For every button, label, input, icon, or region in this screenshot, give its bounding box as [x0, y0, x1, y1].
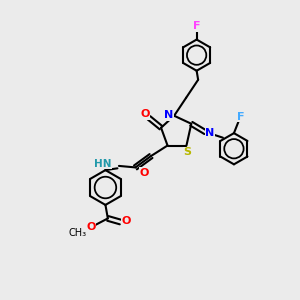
Text: F: F	[237, 112, 244, 122]
Text: F: F	[193, 21, 200, 31]
Text: O: O	[86, 222, 95, 233]
Text: S: S	[183, 147, 191, 157]
Text: N: N	[205, 128, 214, 138]
Text: HN: HN	[94, 158, 111, 169]
Text: O: O	[139, 168, 148, 178]
Text: N: N	[164, 110, 173, 120]
Text: O: O	[121, 216, 130, 226]
Text: CH₃: CH₃	[68, 228, 86, 238]
Text: O: O	[140, 109, 149, 119]
